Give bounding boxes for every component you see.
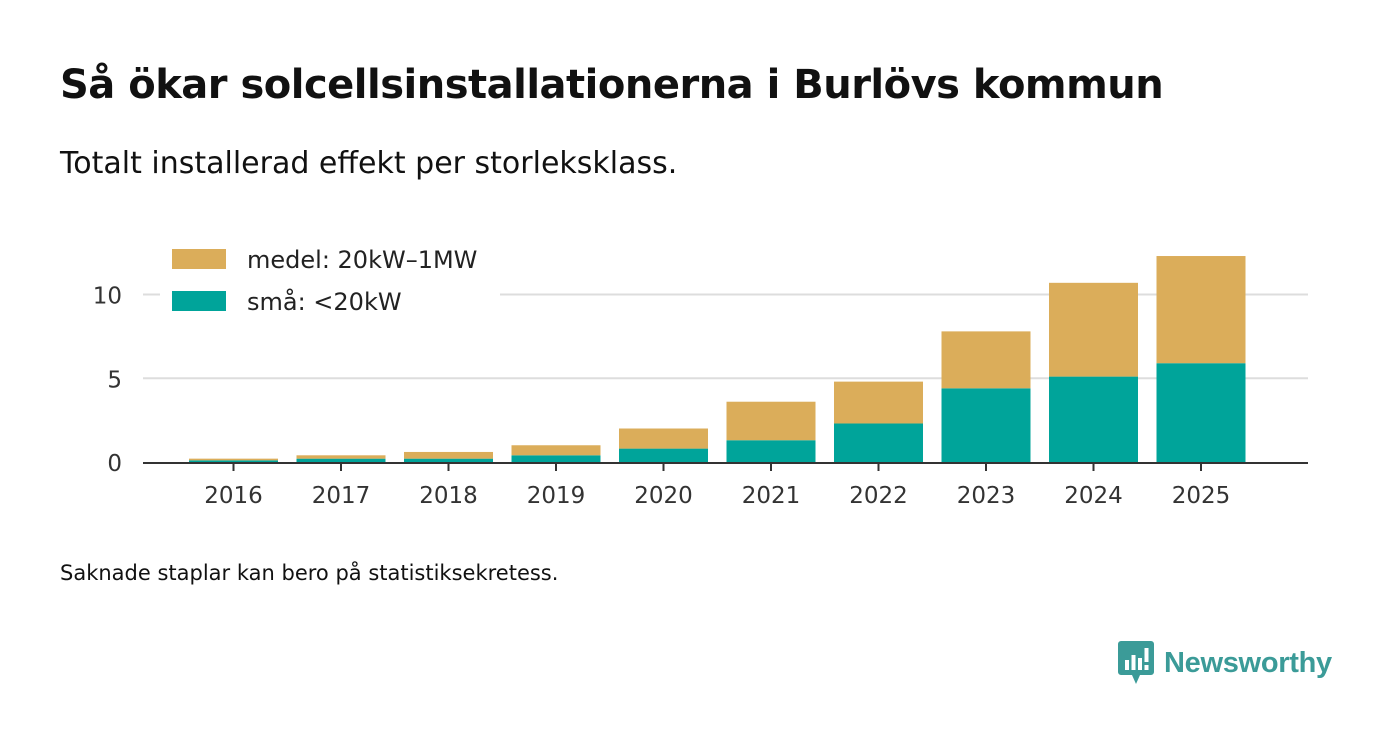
x-tick-label: 2016 — [204, 483, 263, 509]
x-tick-label: 2022 — [849, 483, 908, 509]
bar-segment-2023-medel — [941, 331, 1031, 389]
x-tick-label: 2020 — [634, 483, 693, 509]
bar-segment-2025-medel — [1156, 256, 1246, 364]
brand-name: Newsworthy — [1164, 646, 1332, 679]
x-tick-label: 2018 — [419, 483, 478, 509]
bar-segment-2021-sma — [726, 440, 816, 462]
chart-subtitle: Totalt installerad effekt per storlekskl… — [60, 146, 678, 181]
legend-label: små: <20kW — [247, 287, 402, 316]
x-tick-label: 2017 — [312, 483, 371, 509]
y-tick-label: 10 — [93, 284, 122, 310]
bar-segment-2017-medel — [296, 455, 386, 459]
chart-title: Så ökar solcellsinstallationerna i Burlö… — [60, 62, 1164, 108]
bar-segment-2020-medel — [619, 428, 708, 449]
bar-segment-2022-medel — [834, 381, 923, 424]
legend-label: medel: 20kW–1MW — [247, 246, 477, 274]
bar-segment-2024-medel — [1049, 282, 1138, 377]
newsworthy-logo-icon — [1118, 641, 1154, 684]
bar-segment-2020-sma — [619, 448, 708, 462]
y-tick-label: 5 — [107, 367, 122, 393]
legend-swatch — [172, 291, 226, 311]
bar-segment-2021-medel — [726, 401, 816, 441]
bar-segment-2017-sma — [296, 458, 386, 462]
bar-segment-2019-sma — [511, 455, 601, 462]
bar-segment-2019-medel — [511, 445, 601, 456]
bar-segment-2018-sma — [404, 458, 493, 462]
x-tick-label: 2024 — [1064, 483, 1123, 509]
bar-segment-2016-medel — [189, 458, 278, 461]
stacked-bar-chart: 0 5 10 2016 2017 2018 2019 2020 2021 2022 2023 2024… — [92, 246, 1308, 509]
legend-swatch — [172, 249, 226, 269]
x-tick-label: 2025 — [1172, 483, 1231, 509]
bar-segment-2025-sma — [1156, 363, 1246, 462]
x-tick-label: 2019 — [527, 483, 586, 509]
y-tick-label: 0 — [107, 451, 122, 477]
bar-segment-2024-sma — [1049, 376, 1138, 462]
x-tick-label: 2023 — [957, 483, 1016, 509]
x-tick-label: 2021 — [742, 483, 801, 509]
bar-segment-2018-medel — [404, 451, 493, 459]
bar-segment-2023-sma — [941, 388, 1031, 462]
bar-segment-2016-sma — [189, 460, 278, 462]
newsworthy-brand[interactable]: Newsworthy — [1118, 641, 1332, 685]
footnote: Saknade staplar kan bero på statistiksek… — [60, 561, 559, 585]
bar-segment-2022-sma — [834, 423, 923, 462]
